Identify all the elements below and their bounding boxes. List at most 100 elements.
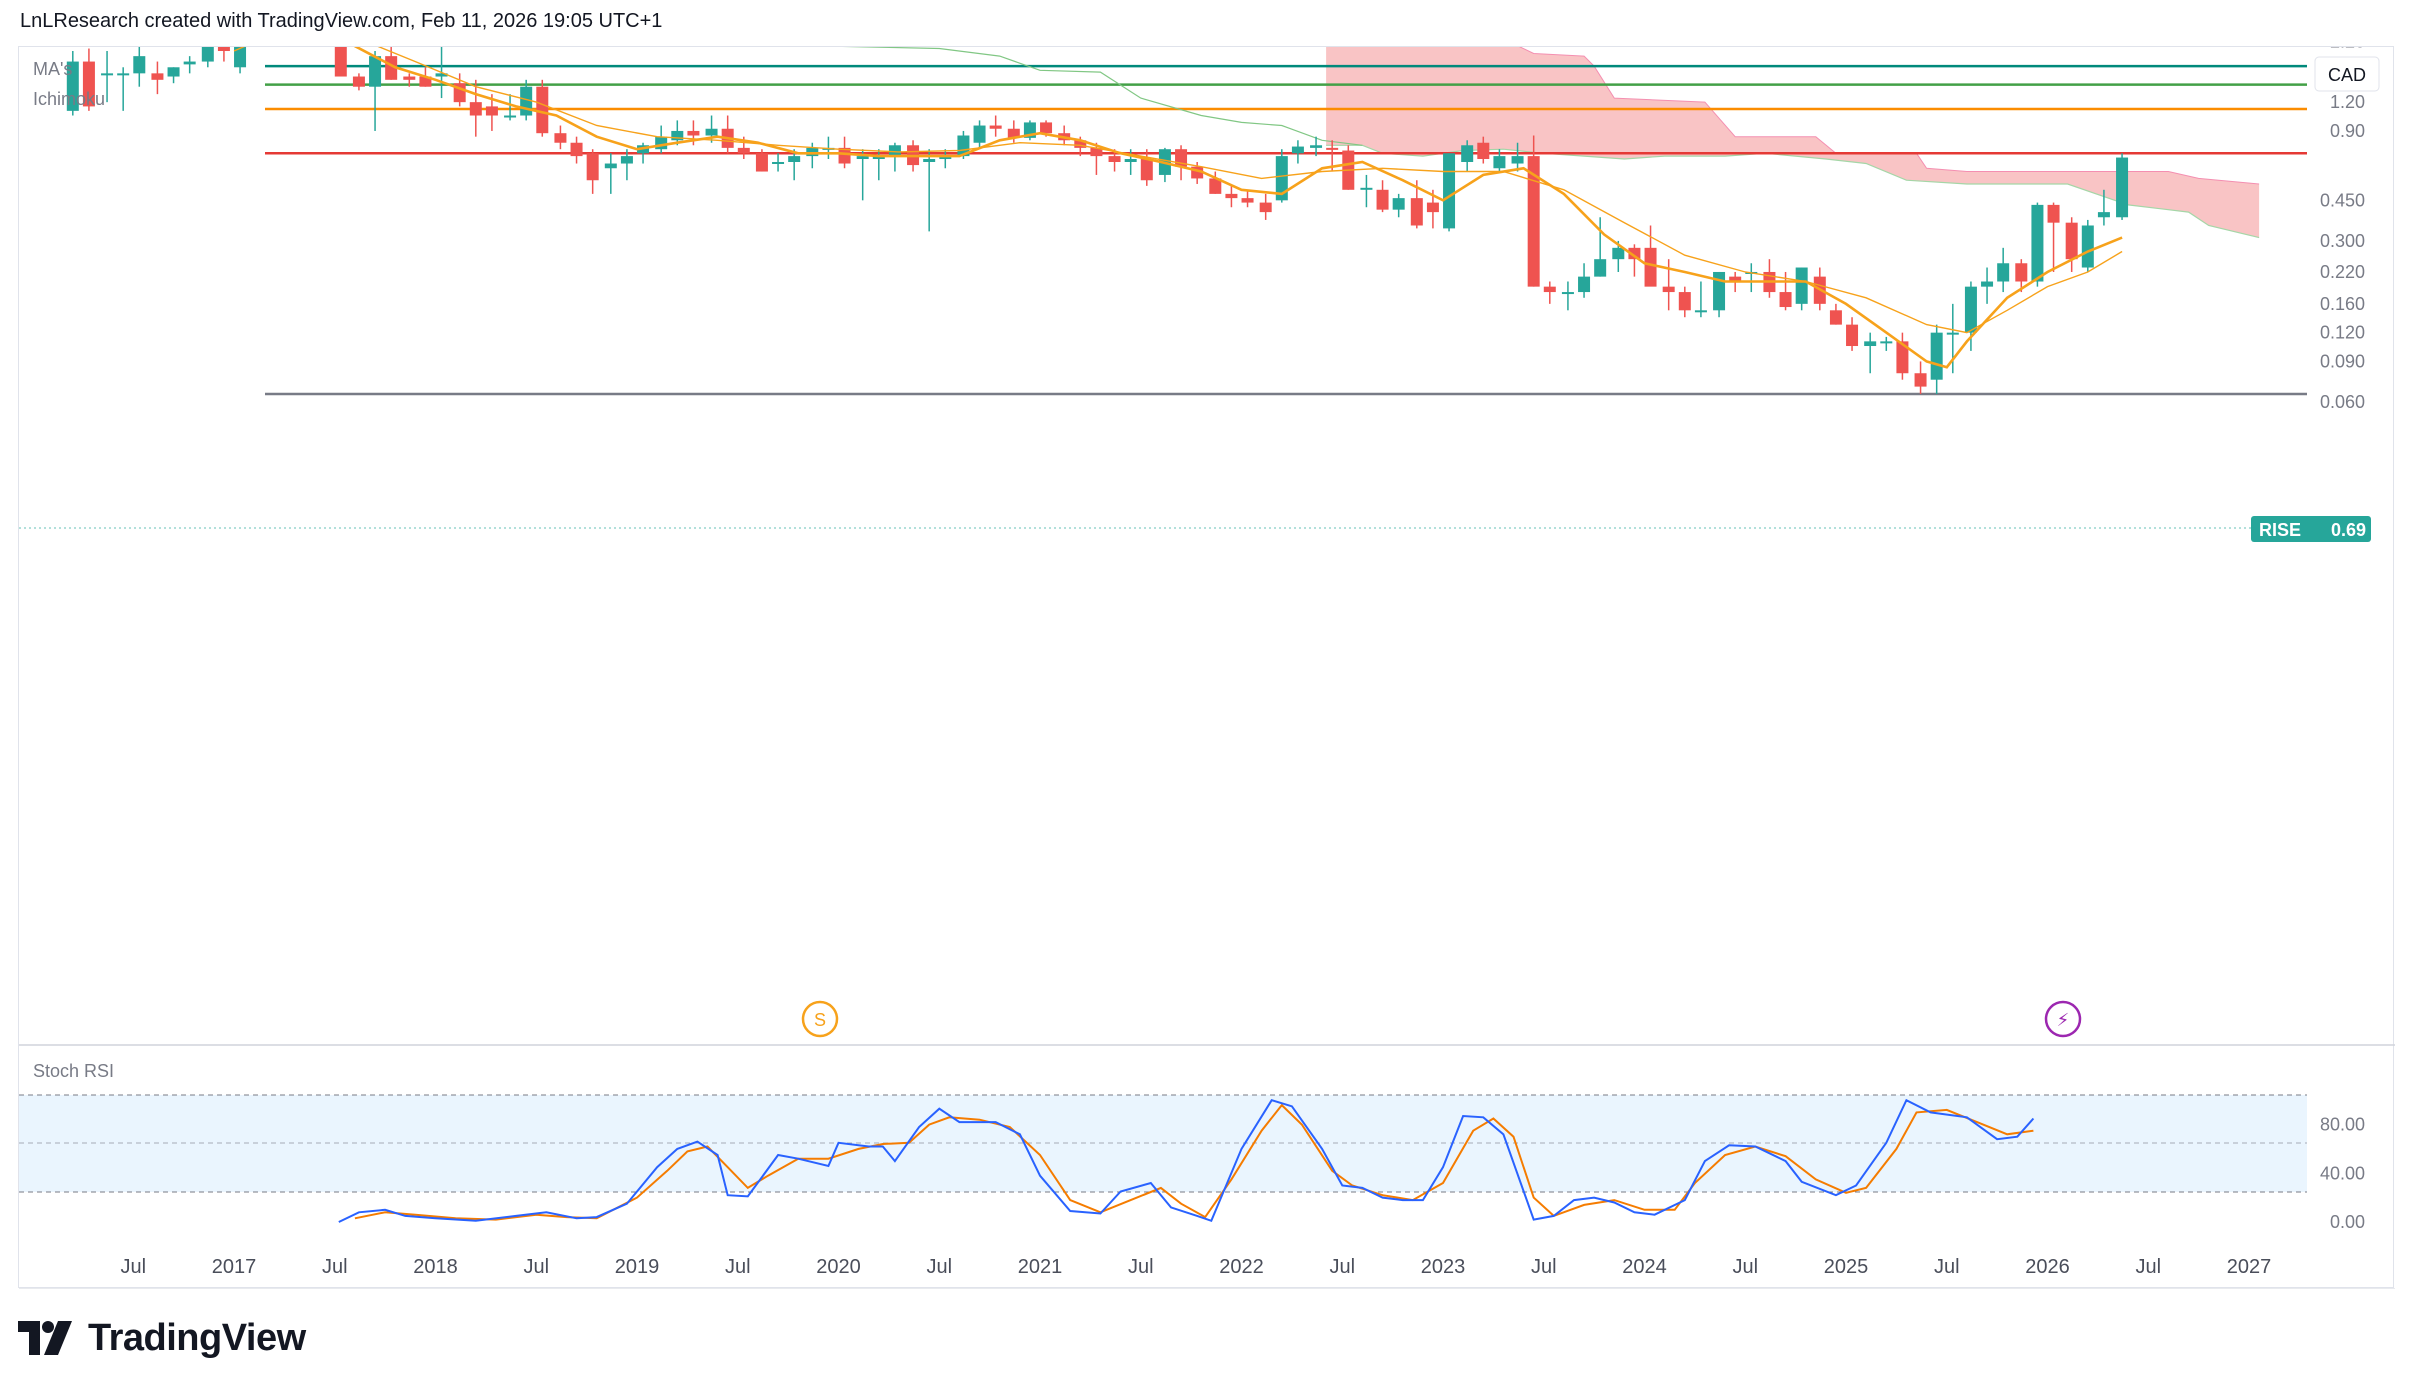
time-tick-label: Jul [1732, 1256, 1758, 1278]
candle-body [1578, 276, 1591, 293]
candle-body [872, 156, 885, 160]
candle-body [989, 125, 1002, 129]
candle-body [1259, 202, 1272, 213]
candle-body [2081, 225, 2094, 268]
time-tick-label: 2020 [816, 1256, 861, 1278]
candle [856, 149, 869, 201]
candle-body [1241, 198, 1254, 203]
chart-attribution: LnLResearch created with TradingView.com… [20, 10, 663, 32]
candle [1140, 149, 1153, 186]
time-axis[interactable]: Jul 2017 Jul 2018 Jul 2019 Jul 2020 Jul 2021 Jul 20… [120, 1256, 2271, 1278]
candle [1628, 244, 1641, 277]
candle [772, 153, 785, 172]
candle-body [570, 142, 583, 157]
candle-body [1090, 147, 1103, 157]
candle-body [1930, 332, 1943, 380]
candle-body [687, 130, 700, 136]
candle-body [1964, 286, 1977, 333]
stoch-tick-label: 40.00 [2320, 1163, 2365, 1183]
split-marker-circle [801, 1000, 839, 1038]
candle [1745, 263, 1758, 293]
candle-body [403, 76, 416, 80]
time-tick-label: Jul [120, 1256, 146, 1278]
price-badge-bg [2251, 516, 2371, 542]
candle-body [385, 56, 398, 80]
stoch-axis[interactable]: 80.00 40.00 0.00 [2320, 1115, 2365, 1232]
candle [1981, 267, 1994, 304]
candle-body [1846, 324, 1859, 347]
price-tick-label: 0.300 [2320, 231, 2365, 251]
candle [1392, 193, 1405, 218]
candle [1644, 225, 1657, 287]
currency-box[interactable] [2314, 56, 2380, 92]
candle-body [554, 133, 567, 143]
candle-body [1108, 156, 1121, 162]
split-marker[interactable]: S [801, 1000, 839, 1038]
time-tick-label: 2027 [2227, 1256, 2272, 1278]
candle-body [82, 61, 95, 107]
candle-body [66, 61, 79, 111]
candle-body [485, 106, 498, 116]
stoch-rsi-label[interactable]: Stoch RSI [33, 1061, 114, 1081]
legend-ma[interactable]: MA's [33, 59, 72, 79]
price-tick-label: 0.220 [2320, 262, 2365, 282]
candle-body [973, 125, 986, 143]
candle [1829, 303, 1842, 325]
event-marker[interactable]: ⚡ [2044, 1000, 2082, 1038]
time-tick-label: 2022 [1219, 1256, 1264, 1278]
split-marker-letter: S [814, 1010, 826, 1030]
candle-body [1896, 341, 1909, 374]
candle [352, 73, 365, 91]
candle-body [1392, 198, 1405, 210]
time-tick-label: Jul [1531, 1256, 1557, 1278]
candle [1578, 263, 1591, 298]
event-marker-circle [2044, 1000, 2082, 1038]
candle-body [1376, 189, 1389, 210]
candle [2065, 217, 2078, 272]
candle [1209, 171, 1222, 194]
candle [2015, 259, 2028, 293]
candle [1477, 136, 1490, 164]
candle [1864, 332, 1877, 374]
stoch-tick-label: 0.00 [2330, 1212, 2365, 1232]
time-tick-label: 2019 [615, 1256, 660, 1278]
candle [1023, 120, 1036, 141]
candle [1930, 324, 1943, 395]
candle [1763, 259, 1776, 298]
price-tick-label: 0.060 [2320, 392, 2365, 412]
candle [1461, 140, 1474, 172]
time-tick-label: Jul [1128, 1256, 1154, 1278]
candle-body [1678, 292, 1691, 311]
stoch-k-line [338, 1098, 2035, 1223]
candle-body [1443, 153, 1456, 229]
candle-body [888, 145, 901, 157]
candle [1310, 136, 1323, 157]
chart-canvas[interactable]: 5.504.003.002.201.601.200.900.4500.3000.… [19, 0, 2395, 1290]
time-tick-label: Jul [1934, 1256, 1960, 1278]
candle [1124, 149, 1137, 175]
candle-body [435, 73, 448, 77]
time-tick-label: 2018 [413, 1256, 458, 1278]
candle [82, 48, 95, 111]
price-tick-label: 0.90 [2330, 121, 2365, 141]
price-axis[interactable]: 5.504.003.002.201.601.200.900.4500.3000.… [2320, 0, 2365, 412]
price-badge[interactable]: RISE 0.69 [2251, 516, 2371, 542]
candle [536, 79, 549, 137]
price-tick-label: 0.160 [2320, 294, 2365, 314]
candle-body [1074, 140, 1087, 148]
candle-body [1880, 341, 1893, 344]
candle [655, 125, 668, 154]
candle-body [419, 76, 432, 87]
legend-ichimoku[interactable]: Ichimoku [33, 89, 105, 109]
candle-body [1779, 292, 1792, 308]
candle-body [655, 136, 668, 150]
candle [620, 149, 633, 181]
candle-body [1191, 166, 1204, 179]
candle-body [536, 86, 549, 134]
tradingview-logo[interactable]: TradingView [18, 1316, 306, 1360]
price-tick-label: 2.20 [2330, 47, 2365, 51]
candle-body [133, 56, 146, 74]
candle-body [1946, 332, 1959, 335]
time-tick-label: Jul [322, 1256, 348, 1278]
candle [1511, 142, 1524, 172]
